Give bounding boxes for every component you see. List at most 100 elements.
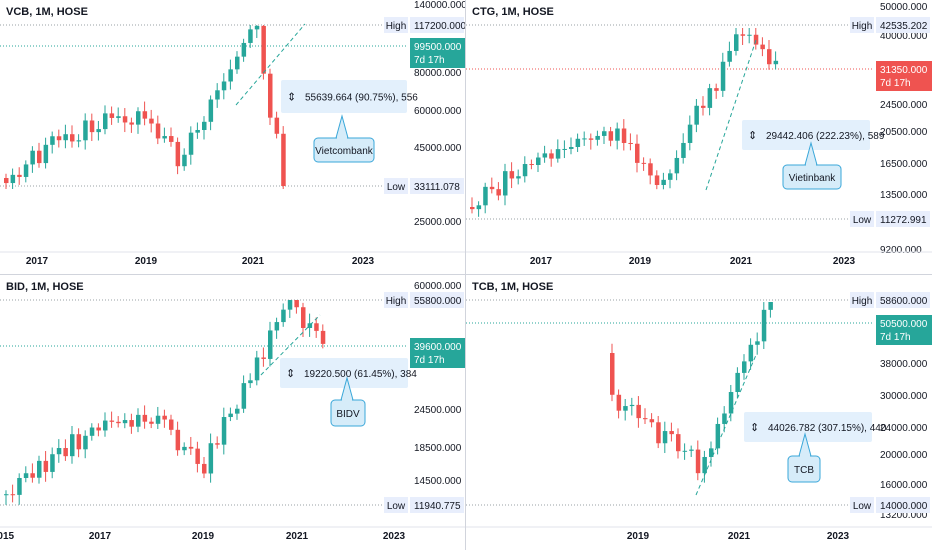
last-price-countdown: 7d 17h bbox=[880, 332, 911, 343]
vcb-chart-svg[interactable]: VCB, 1M, HOSE 140000.000 80000.000 60000.00… bbox=[0, 0, 466, 275]
high-tag-label: High bbox=[386, 21, 407, 32]
candle-body bbox=[63, 448, 68, 457]
candle-body bbox=[215, 90, 220, 100]
low-value-bg bbox=[410, 178, 464, 194]
price-tick-label: 13200.000 bbox=[880, 510, 928, 521]
candle-body bbox=[136, 111, 141, 125]
bid-chart-svg[interactable]: BID, 1M, HOSE60000.00032000.00024500.000… bbox=[0, 275, 466, 550]
candle-body bbox=[50, 136, 55, 145]
measure-icon: ⇕ bbox=[750, 422, 759, 434]
price-tick-label: 14500.000 bbox=[414, 476, 462, 487]
candle-body bbox=[17, 477, 22, 495]
last-price-value: 39600.000 bbox=[414, 342, 462, 353]
candle-body bbox=[202, 463, 207, 474]
high-value-label: 117200.000 bbox=[414, 21, 466, 32]
candle-body bbox=[661, 179, 666, 185]
high-tag-label: High bbox=[386, 296, 407, 307]
candle-body bbox=[162, 136, 167, 139]
price-tick-label: 16000.000 bbox=[880, 480, 928, 491]
measure-trend-line bbox=[255, 314, 321, 381]
candle-body bbox=[10, 494, 16, 496]
time-tick-label: 2015 bbox=[0, 531, 15, 542]
price-tick-label: 24500.000 bbox=[414, 405, 462, 416]
measure-text: 44026.782 (307.15%), 440 bbox=[768, 423, 887, 434]
candle-body bbox=[320, 330, 326, 344]
measure-text: 19220.500 (61.45%), 384 bbox=[304, 369, 417, 380]
callout-label: Vietcombank bbox=[315, 146, 374, 157]
time-tick-label: 2019 bbox=[627, 531, 650, 542]
candle-body bbox=[122, 116, 128, 123]
candle-body bbox=[30, 150, 35, 165]
candle-body bbox=[695, 449, 701, 474]
tcb-chart-svg[interactable]: TCB, 1M, HOSE 38000.000 30000.000 24000.000… bbox=[466, 275, 932, 550]
high-tag-label: High bbox=[852, 21, 873, 32]
high-tag-bg bbox=[384, 17, 408, 33]
candle-body bbox=[542, 153, 548, 158]
panel-divider-horizontal bbox=[0, 274, 932, 275]
candle-body bbox=[4, 494, 9, 496]
chart-panel-ctg[interactable]: CTG, 1M, HOSE 50000.000 40000.000 24500.000… bbox=[466, 0, 932, 275]
price-tick-label: 50000.000 bbox=[880, 2, 928, 13]
candle-body bbox=[188, 132, 194, 155]
low-tag-label: Low bbox=[387, 182, 406, 193]
callout-label: TCB bbox=[794, 465, 814, 476]
price-tick-label: 140000.000 bbox=[414, 0, 466, 11]
candle-body bbox=[17, 174, 22, 177]
price-tick-label: 20000.000 bbox=[880, 450, 928, 461]
chart-panel-vcb[interactable]: VCB, 1M, HOSE 140000.000 80000.000 60000.00… bbox=[0, 0, 466, 275]
candle-body bbox=[648, 163, 653, 176]
high-value-label: 42535.202 bbox=[880, 21, 928, 32]
candle-body bbox=[689, 449, 694, 451]
measure-icon: ⇕ bbox=[748, 130, 757, 142]
candle-body bbox=[287, 300, 293, 310]
candle-body bbox=[748, 344, 754, 362]
candle-body bbox=[610, 353, 615, 395]
candle-body bbox=[753, 34, 759, 45]
candle-body bbox=[536, 157, 541, 165]
candle-body bbox=[702, 456, 707, 474]
candle-body bbox=[582, 138, 587, 140]
candle-body bbox=[635, 143, 640, 163]
price-tick-label: 16500.000 bbox=[880, 159, 928, 170]
price-tick-label: 80000.000 bbox=[414, 68, 462, 79]
candle-body bbox=[23, 473, 29, 478]
candle-body bbox=[70, 134, 75, 142]
candle-body bbox=[50, 454, 55, 472]
candle-body bbox=[722, 413, 727, 424]
time-tick-label: 2021 bbox=[728, 531, 751, 542]
candle-body bbox=[208, 99, 214, 122]
candle-body bbox=[674, 157, 680, 174]
candle-body bbox=[195, 129, 200, 133]
high-value-label: 55800.000 bbox=[414, 296, 462, 307]
candle-body bbox=[314, 323, 319, 331]
price-tick-label: 30000.000 bbox=[880, 391, 928, 402]
candle-body bbox=[274, 117, 280, 134]
candle-body bbox=[70, 434, 75, 457]
high-tag-bg bbox=[850, 17, 874, 33]
candle-body bbox=[109, 113, 115, 118]
candle-body bbox=[555, 149, 561, 159]
price-tick-label: 40000.000 bbox=[880, 31, 928, 42]
last-price-badge bbox=[876, 61, 932, 91]
high-value-bg bbox=[410, 292, 464, 308]
candle-body bbox=[116, 421, 121, 424]
time-tick-label: 2019 bbox=[629, 256, 652, 267]
low-tag-label: Low bbox=[853, 501, 872, 512]
price-tick-label: 45000.000 bbox=[414, 143, 462, 154]
candle-body bbox=[681, 142, 686, 158]
candle-body bbox=[268, 73, 273, 118]
candle-body bbox=[103, 113, 108, 130]
chart-panel-tcb[interactable]: TCB, 1M, HOSE 38000.000 30000.000 24000.000… bbox=[466, 275, 932, 550]
time-tick-label: 2017 bbox=[530, 256, 553, 267]
candle-body bbox=[136, 414, 141, 427]
last-price-countdown: 7d 17h bbox=[414, 55, 445, 66]
candle-body bbox=[228, 413, 233, 418]
chart-panel-bid[interactable]: BID, 1M, HOSE60000.00032000.00024500.000… bbox=[0, 275, 466, 550]
high-tag-bg bbox=[850, 292, 874, 308]
candle-body bbox=[129, 122, 134, 125]
time-tick-label: 2023 bbox=[383, 531, 406, 542]
price-tick-label: 38000.000 bbox=[880, 359, 928, 370]
candle-body bbox=[175, 141, 181, 167]
candle-body bbox=[142, 414, 148, 422]
ctg-chart-svg[interactable]: CTG, 1M, HOSE 50000.000 40000.000 24500.000… bbox=[466, 0, 932, 275]
